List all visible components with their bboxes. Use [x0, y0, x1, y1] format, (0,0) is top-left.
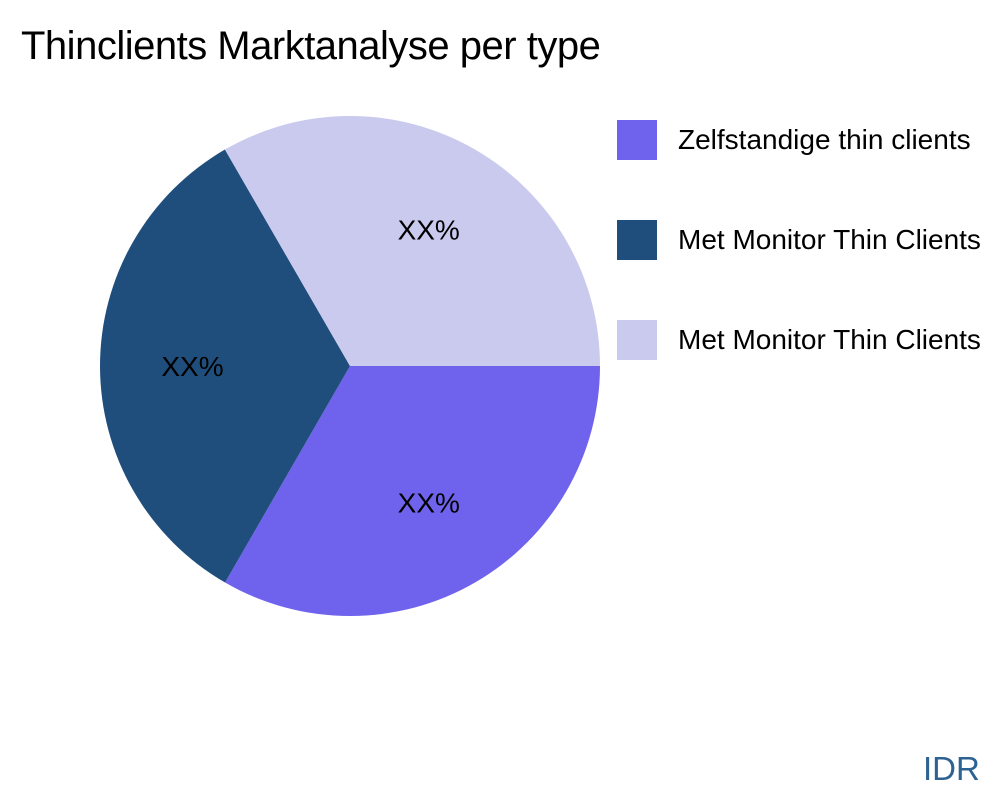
chart-title: Thinclients Marktanalyse per type	[21, 24, 601, 68]
pie-slice-3	[224, 116, 600, 366]
pie-slice-label-2: XX%	[161, 351, 223, 382]
legend-label-1: Zelfstandige thin clients	[678, 124, 971, 155]
legend-swatch-3	[617, 320, 657, 360]
legend-swatch-2	[617, 220, 657, 260]
legend-item-2: Met Monitor Thin Clients	[617, 220, 981, 260]
legend: Zelfstandige thin clients Met Monitor Thi…	[617, 120, 981, 420]
legend-label-2: Met Monitor Thin Clients	[678, 224, 981, 255]
pie-slice-1	[225, 366, 601, 616]
pie-slice-label-3: XX%	[398, 215, 460, 246]
legend-item-1: Zelfstandige thin clients	[617, 120, 981, 160]
pie-slice-label-1: XX%	[398, 487, 460, 518]
pie-labels-group: XX% XX% XX%	[161, 215, 460, 519]
legend-item-3: Met Monitor Thin Clients	[617, 320, 981, 360]
watermark-idr: IDR	[923, 750, 980, 787]
pie-slices-group	[100, 116, 601, 616]
pie-slice-2	[100, 149, 351, 583]
legend-swatch-1	[617, 120, 657, 160]
legend-label-3: Met Monitor Thin Clients	[678, 324, 981, 355]
